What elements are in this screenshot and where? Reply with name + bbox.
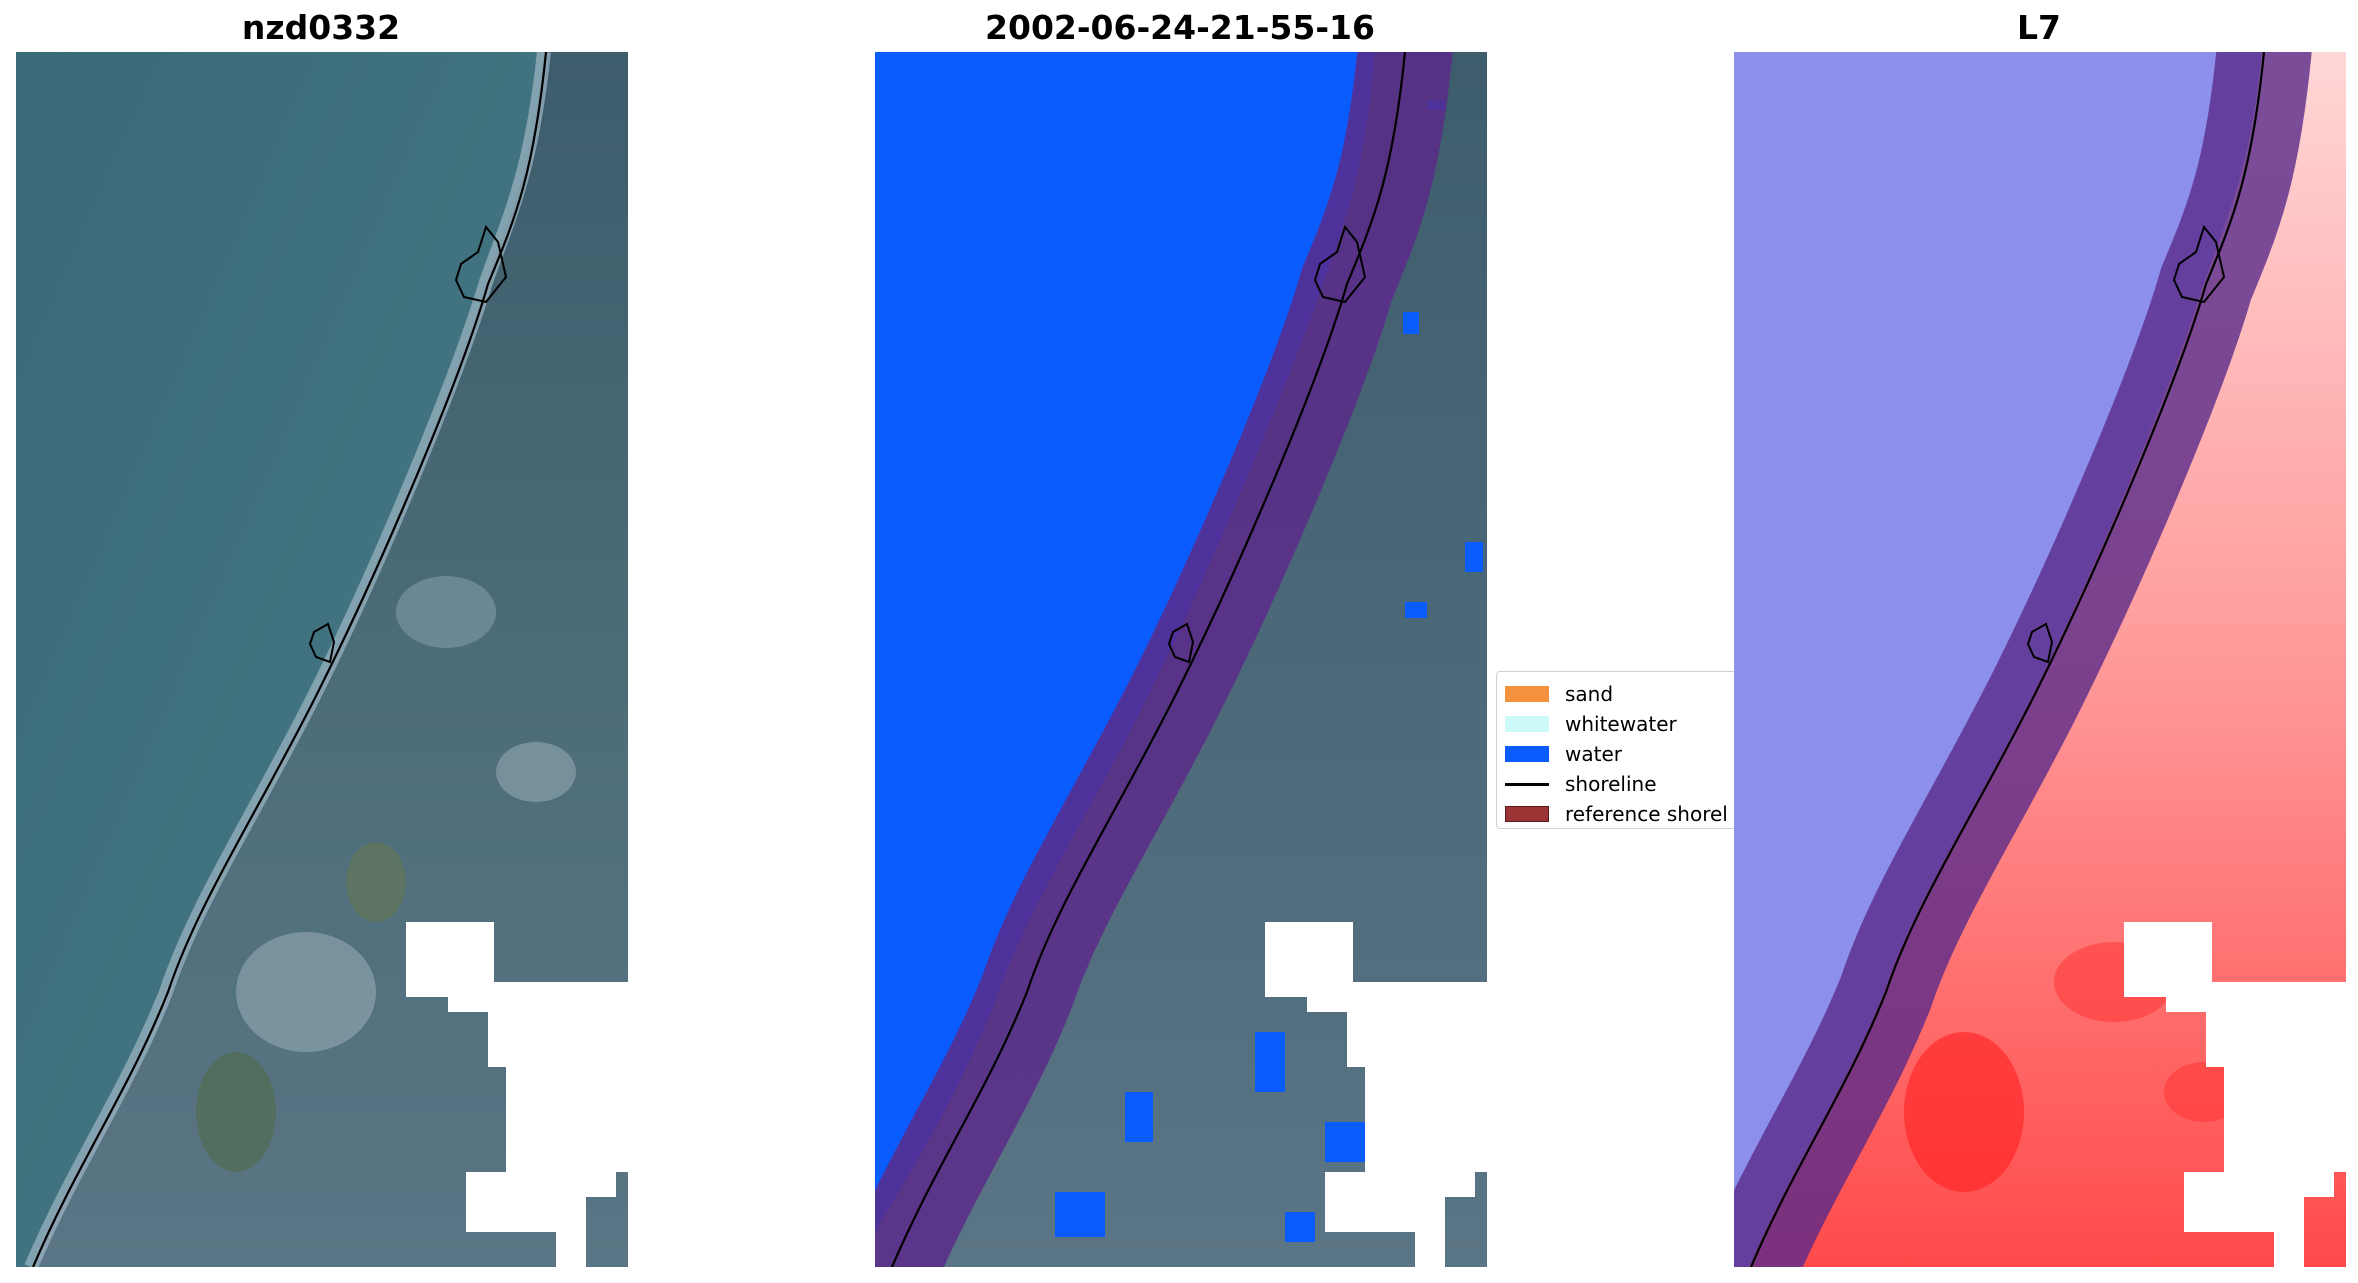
index-image-panel bbox=[1734, 52, 2346, 1267]
legend: sand whitewater water shoreline referenc… bbox=[1496, 671, 1736, 829]
rgb-satellite-image bbox=[16, 52, 628, 1267]
legend-item-sand: sand bbox=[1505, 680, 1613, 708]
legend-item-reference-shoreline: reference shorel bbox=[1505, 800, 1728, 828]
legend-swatch-reference-shoreline bbox=[1505, 806, 1549, 822]
legend-label-shoreline: shoreline bbox=[1565, 772, 1657, 796]
panel-title-rgb: nzd0332 bbox=[241, 8, 401, 47]
panel-title-classified: 2002-06-24-21-55-16 bbox=[985, 8, 1375, 47]
panel-title-index: L7 bbox=[2017, 8, 2061, 47]
classified-image bbox=[875, 52, 1487, 1267]
legend-item-whitewater: whitewater bbox=[1505, 710, 1677, 738]
legend-swatch-shoreline bbox=[1505, 782, 1549, 786]
legend-swatch-water bbox=[1505, 746, 1549, 762]
legend-swatch-sand bbox=[1505, 686, 1549, 702]
water-index-image bbox=[1734, 52, 2346, 1267]
legend-item-shoreline: shoreline bbox=[1505, 770, 1657, 798]
rgb-image-panel bbox=[16, 52, 628, 1267]
legend-swatch-whitewater bbox=[1505, 716, 1549, 732]
legend-label-whitewater: whitewater bbox=[1565, 712, 1677, 736]
legend-label-reference-shoreline: reference shorel bbox=[1565, 802, 1728, 826]
classified-image-panel bbox=[875, 52, 1487, 1267]
legend-item-water: water bbox=[1505, 740, 1622, 768]
legend-label-sand: sand bbox=[1565, 682, 1614, 706]
legend-label-water: water bbox=[1565, 742, 1622, 766]
